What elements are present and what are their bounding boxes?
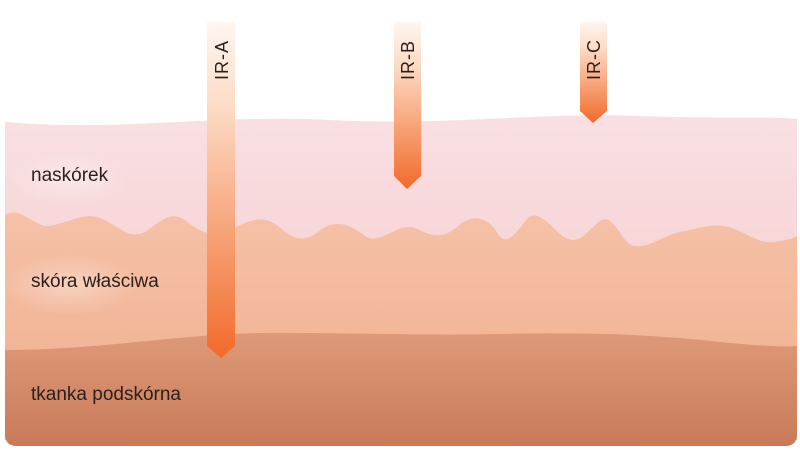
soft-highlight xyxy=(0,255,140,315)
ray-ir-c-label: IR-C xyxy=(584,39,604,80)
layer-label-epidermis: naskórek xyxy=(31,165,109,186)
layer-label-dermis: skóra właściwa xyxy=(31,271,159,292)
ray-ir-b: IR-B xyxy=(394,22,421,189)
ray-ir-a-arrow xyxy=(207,22,235,358)
ray-ir-b-label: IR-B xyxy=(398,40,418,80)
layer-label-hypodermis: tkanka podskórna xyxy=(31,384,181,405)
soft-highlight xyxy=(10,150,130,206)
ray-ir-c-arrow xyxy=(580,22,607,123)
hypodermis-layer xyxy=(5,332,797,446)
ray-ir-b-arrow xyxy=(394,22,421,189)
ray-ir-a-label: IR-A xyxy=(212,40,232,80)
ray-ir-c: IR-C xyxy=(580,22,607,123)
ray-ir-a: IR-A xyxy=(207,22,235,358)
